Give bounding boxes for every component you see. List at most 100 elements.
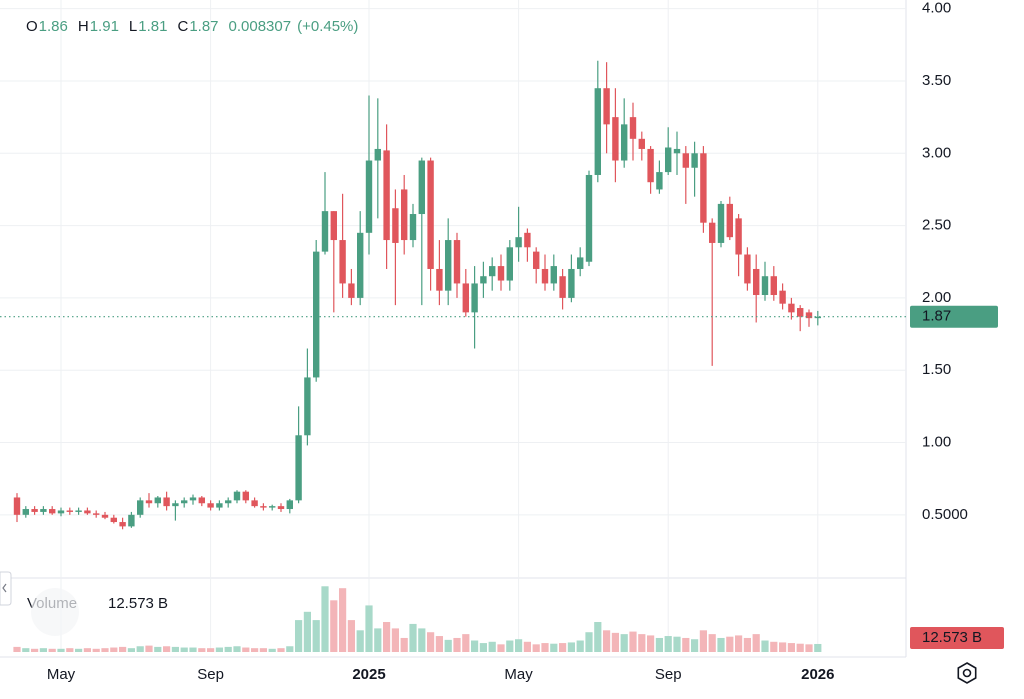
- volume-bar: [31, 648, 39, 652]
- candle-body: [225, 500, 232, 504]
- candle-body: [638, 138, 645, 149]
- candle-body: [682, 153, 689, 168]
- volume-bar: [471, 640, 479, 652]
- candle-body: [401, 189, 408, 241]
- volume-bar: [22, 648, 30, 652]
- candle-body: [357, 232, 364, 298]
- volume-bar: [57, 648, 65, 652]
- settings-icon[interactable]: [957, 662, 977, 684]
- volume-bar: [400, 637, 408, 652]
- volume-bar: [523, 641, 531, 652]
- volume-bar: [13, 646, 21, 652]
- volume-bar: [145, 645, 153, 652]
- candle-body: [700, 153, 707, 223]
- x-tick-label: May: [504, 666, 533, 683]
- volume-bar: [312, 620, 320, 652]
- volume-box-label: 12.573 B: [922, 629, 982, 646]
- y-tick-label: 0.5000: [922, 506, 968, 523]
- candle-body: [374, 148, 381, 161]
- candle-body: [788, 303, 795, 313]
- overlay: 4.00 3.50 3.00 2.50 2.00 1.50 1.00 0.5000 May Sep…: [0, 0, 1004, 683]
- candle-body: [330, 211, 337, 241]
- x-tick-label: Sep: [655, 666, 682, 683]
- candle-body: [550, 266, 557, 284]
- ohlc-letter: H: [78, 18, 89, 35]
- y-tick-label: 4.00: [922, 0, 951, 17]
- volume-bar: [39, 648, 47, 652]
- candle-body: [497, 266, 505, 281]
- candle-body: [585, 174, 593, 262]
- candle-body: [57, 510, 65, 514]
- volume-bar: [814, 643, 822, 652]
- candle-body: [383, 150, 390, 241]
- candle-body: [515, 237, 522, 248]
- ohlc-letter: L: [129, 18, 137, 35]
- volume-bar: [233, 646, 241, 652]
- y-tick-label: 1.00: [922, 433, 951, 450]
- candle-body: [93, 513, 100, 515]
- volume-bar: [515, 639, 523, 652]
- candle-body: [506, 247, 513, 281]
- candle-body: [22, 509, 29, 515]
- candle-body: [480, 276, 487, 284]
- candle-body: [568, 268, 575, 298]
- volume-bar: [796, 643, 804, 652]
- candle-body: [313, 251, 320, 378]
- candle-body: [453, 240, 461, 284]
- volume-bar: [462, 634, 470, 652]
- volume-bar: [655, 637, 663, 652]
- y-tick-label: 2.50: [922, 217, 951, 234]
- x-tick-label: 2025: [352, 666, 385, 683]
- volume-bar: [611, 632, 619, 652]
- last-price-box: [910, 305, 998, 328]
- volume-bar: [83, 648, 91, 652]
- candle-body: [233, 491, 241, 501]
- candle-body: [436, 268, 443, 291]
- volume-bar: [576, 640, 584, 652]
- volume-bar: [180, 647, 188, 652]
- candle-body: [629, 117, 637, 139]
- candle-body: [66, 510, 73, 512]
- candle-body: [656, 172, 663, 190]
- volume-bar: [620, 634, 628, 652]
- collapse-tab[interactable]: [0, 571, 12, 606]
- volume-bar: [330, 600, 338, 652]
- volume-bar: [75, 648, 83, 652]
- volume-bar: [383, 622, 391, 652]
- candle-body: [489, 266, 496, 277]
- x-tick-label: Sep: [197, 666, 224, 683]
- volume-bar: [356, 630, 364, 652]
- candle-body: [119, 522, 126, 527]
- candle-body: [814, 316, 821, 319]
- candle-body: [524, 232, 531, 248]
- candle-body: [321, 211, 329, 252]
- candle-body: [128, 514, 135, 527]
- settings-hexagon[interactable]: [957, 662, 977, 684]
- volume-bar: [127, 648, 135, 652]
- candle-body: [770, 276, 777, 296]
- candle-body: [709, 222, 716, 243]
- collapse-icon[interactable]: [2, 583, 7, 593]
- volume-bar: [541, 643, 549, 652]
- volume-bar: [532, 644, 540, 652]
- change-percent: (+0.45%): [297, 18, 358, 35]
- candle-body: [594, 88, 601, 175]
- volume-bar: [699, 630, 707, 652]
- y-tick-label: 3.50: [922, 72, 951, 89]
- settings-center[interactable]: [962, 668, 972, 678]
- volume-bar: [154, 646, 162, 652]
- volume-bar: [365, 605, 373, 652]
- candle-body: [365, 160, 373, 233]
- ohlc-value: 1.86: [39, 18, 68, 35]
- volume-bar: [629, 631, 637, 652]
- volume-bar: [119, 646, 127, 652]
- candle-body: [145, 500, 153, 504]
- candle-body: [797, 308, 804, 317]
- candle-body: [198, 497, 205, 504]
- volume-bar: [752, 634, 760, 652]
- candle-body: [40, 509, 47, 512]
- candle-body: [577, 257, 584, 269]
- volume-bar: [453, 637, 461, 652]
- candle-body: [163, 497, 170, 507]
